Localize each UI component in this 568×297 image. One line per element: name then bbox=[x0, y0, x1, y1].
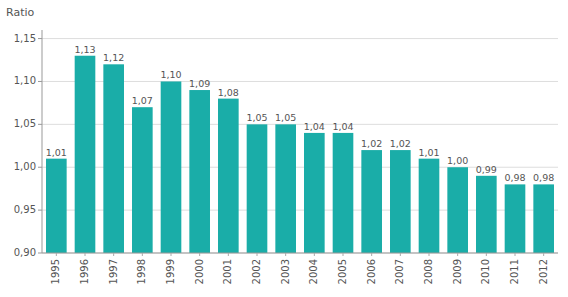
x-tick bbox=[515, 253, 516, 256]
x-tick bbox=[199, 253, 200, 256]
data-label: 1,02 bbox=[390, 138, 411, 149]
bar bbox=[333, 133, 354, 253]
x-tick-label: 1997 bbox=[108, 259, 119, 284]
x-tick bbox=[171, 253, 172, 256]
bar bbox=[161, 81, 182, 253]
y-tick-label: 0,90 bbox=[14, 247, 36, 258]
x-tick-label: 2005 bbox=[337, 259, 348, 284]
bar bbox=[304, 133, 325, 253]
data-label: 1,13 bbox=[74, 44, 95, 55]
bar bbox=[390, 150, 411, 253]
data-label: 1,02 bbox=[361, 138, 382, 149]
bar bbox=[247, 124, 268, 253]
y-axis-label: Ratio bbox=[6, 6, 35, 19]
x-tick-label: 2007 bbox=[394, 259, 405, 284]
x-tick-label: 1999 bbox=[165, 259, 176, 284]
x-tick bbox=[285, 253, 286, 256]
x-tick-label: 2004 bbox=[308, 259, 319, 284]
data-label: 0,98 bbox=[504, 172, 525, 183]
x-tick bbox=[85, 253, 86, 256]
x-tick-label: 1996 bbox=[79, 259, 90, 284]
x-tick bbox=[429, 253, 430, 256]
bar bbox=[75, 56, 96, 253]
y-tick bbox=[38, 167, 42, 168]
x-tick-label: 2003 bbox=[280, 259, 291, 284]
y-tick-label: 1,10 bbox=[14, 75, 36, 86]
bar bbox=[447, 167, 468, 253]
bar bbox=[533, 184, 554, 253]
x-tick-label: 2006 bbox=[366, 259, 377, 284]
data-label: 1,01 bbox=[418, 147, 439, 158]
chart-container: 0,90 0,95 1,00 1,05 1,10 1,15 1,01 1,13 1,12 1,07… bbox=[0, 0, 568, 297]
data-label: 1,08 bbox=[218, 87, 239, 98]
x-tick bbox=[113, 253, 114, 256]
data-label: 1,05 bbox=[246, 112, 267, 123]
data-label: 1,07 bbox=[132, 95, 153, 106]
x-tick bbox=[56, 253, 57, 256]
x-tick-label: 2012 bbox=[538, 259, 549, 284]
data-label: 0,99 bbox=[476, 164, 497, 175]
bars bbox=[46, 56, 554, 253]
bar bbox=[46, 159, 67, 253]
x-tick bbox=[343, 253, 344, 256]
chart-svg: 0,90 0,95 1,00 1,05 1,10 1,15 1,01 1,13 1,12 1,07… bbox=[0, 0, 568, 297]
data-labels: 1,01 1,13 1,12 1,07 1,10 1,09 1,08 1,05 1,05 1,04… bbox=[46, 44, 554, 184]
bar bbox=[419, 159, 440, 253]
x-tick-label: 2008 bbox=[423, 259, 434, 284]
data-label: 1,12 bbox=[103, 52, 124, 63]
bar bbox=[218, 99, 239, 253]
x-tick-label: 2001 bbox=[222, 259, 233, 284]
x-tick-label: 2000 bbox=[194, 259, 205, 284]
y-tick bbox=[38, 81, 42, 82]
data-label: 1,01 bbox=[46, 147, 67, 158]
bar bbox=[189, 90, 210, 253]
y-tick bbox=[38, 124, 42, 125]
x-tick-label: 2002 bbox=[251, 259, 262, 284]
x-tick bbox=[228, 253, 229, 256]
bar bbox=[132, 107, 153, 253]
bar bbox=[103, 64, 124, 253]
y-axis: 0,90 0,95 1,00 1,05 1,10 1,15 bbox=[14, 30, 42, 258]
x-tick bbox=[543, 253, 544, 256]
x-axis-line bbox=[42, 253, 558, 254]
data-label: 0,98 bbox=[533, 172, 554, 183]
x-tick bbox=[257, 253, 258, 256]
y-tick-label: 1,00 bbox=[14, 161, 36, 172]
y-tick bbox=[38, 253, 42, 254]
grid bbox=[42, 39, 558, 253]
grid-line bbox=[42, 253, 558, 254]
x-tick-label: 2010 bbox=[480, 259, 491, 284]
bar bbox=[361, 150, 382, 253]
data-label: 1,04 bbox=[304, 121, 325, 132]
y-tick-label: 1,15 bbox=[14, 33, 36, 44]
data-label: 1,05 bbox=[275, 112, 296, 123]
x-tick-label: 1998 bbox=[136, 259, 147, 284]
x-tick bbox=[314, 253, 315, 256]
y-axis-line bbox=[42, 30, 43, 253]
x-tick-label: 1995 bbox=[50, 259, 61, 284]
x-axis: 1995 1996 1997 1998 1999 2000 2001 2002 2003 2004… bbox=[42, 253, 558, 284]
y-tick-label: 1,05 bbox=[14, 118, 36, 129]
data-label: 1,10 bbox=[160, 69, 181, 80]
bar bbox=[275, 124, 296, 253]
x-tick bbox=[400, 253, 401, 256]
y-tick-label: 0,95 bbox=[14, 204, 36, 215]
y-tick bbox=[38, 38, 42, 39]
x-tick bbox=[457, 253, 458, 256]
bar bbox=[505, 184, 526, 253]
x-tick-label: 2009 bbox=[452, 259, 463, 284]
x-tick bbox=[142, 253, 143, 256]
bar bbox=[476, 176, 497, 253]
x-tick bbox=[486, 253, 487, 256]
y-tick bbox=[38, 210, 42, 211]
x-tick bbox=[371, 253, 372, 256]
data-label: 1,09 bbox=[189, 78, 210, 89]
grid-line bbox=[42, 38, 558, 39]
data-label: 1,04 bbox=[332, 121, 353, 132]
data-label: 1,00 bbox=[447, 155, 468, 166]
x-tick-label: 2011 bbox=[509, 259, 520, 284]
